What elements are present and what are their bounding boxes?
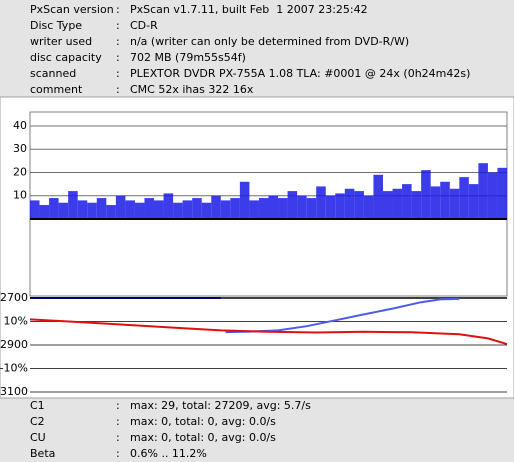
c1-bar: [325, 195, 336, 219]
c1-bar: [278, 198, 288, 219]
c1-bar: [144, 198, 155, 219]
separator: :: [116, 35, 120, 48]
c1-bar: [392, 188, 403, 219]
c1-bar: [115, 195, 126, 219]
series-line: [29, 318, 508, 346]
c1-bar: [306, 198, 317, 219]
c1-bar: [316, 186, 326, 219]
c1-bar: [258, 198, 269, 219]
separator: :: [116, 431, 120, 444]
stat-value: 0.6% .. 11.2%: [130, 447, 207, 460]
c1-bar: [211, 195, 221, 219]
info-label: writer used: [30, 35, 92, 48]
c1-bar: [354, 191, 364, 219]
c1-bar: [87, 202, 97, 219]
c1-bar: [411, 191, 422, 219]
info-value: PxScan v1.7.11, built Feb 1 2007 23:25:4…: [130, 3, 368, 16]
c1-bar: [163, 193, 174, 219]
c1-bar: [39, 205, 50, 219]
c1-bar: [134, 202, 145, 219]
c1-bar: [173, 202, 183, 219]
info-value: n/a (writer can only be determined from …: [130, 35, 409, 48]
info-value: PLEXTOR DVDR PX-755A 1.08 TLA: #0001 @ 2…: [130, 67, 470, 80]
y-tick-label: 3100: [0, 385, 28, 398]
c1-bar: [297, 195, 307, 219]
c1-bar: [382, 191, 393, 219]
c1-bar: [182, 200, 193, 219]
c1-bar: [487, 172, 498, 219]
c1-bar: [440, 181, 450, 219]
y-tick-label: 40: [13, 119, 27, 132]
c1-bar: [77, 200, 88, 219]
c1-bar: [220, 200, 231, 219]
c1-bar: [421, 170, 431, 219]
y-tick-label: -10%: [0, 362, 28, 375]
c1-bar: [49, 198, 59, 219]
info-value: CMC 52x ihas 322 16x: [130, 83, 254, 96]
info-value: CD-R: [130, 19, 158, 32]
info-label: Disc Type: [30, 19, 82, 32]
c1-bar: [58, 202, 69, 219]
info-value: 702 MB (79m55s54f): [130, 51, 246, 64]
info-label: PxScan version: [30, 3, 114, 16]
separator: :: [116, 3, 120, 16]
separator: :: [116, 399, 120, 412]
c1-bar: [106, 205, 116, 219]
info-label: comment: [30, 83, 83, 96]
separator: :: [116, 19, 120, 32]
c1-bar: [125, 200, 135, 219]
c1-bar: [201, 202, 212, 219]
y-tick-label: 2900: [0, 338, 28, 351]
separator: :: [116, 51, 120, 64]
y-tick-label: 20: [13, 165, 27, 178]
stat-value: max: 0, total: 0, avg: 0.0/s: [130, 415, 276, 428]
stat-label: Beta: [30, 447, 55, 460]
chart-panel: [0, 96, 514, 399]
c1-bar: [459, 177, 469, 219]
y-tick-label: 30: [13, 142, 27, 155]
c1-bar: [402, 184, 412, 219]
c1-bar: [344, 188, 355, 219]
c1-bar: [249, 200, 259, 219]
stat-label: C1: [30, 399, 45, 412]
stat-label: CU: [30, 431, 46, 444]
c1-bar: [268, 195, 279, 219]
c1-bar: [68, 191, 78, 219]
c1-bar: [335, 193, 345, 219]
c1-bar: [154, 200, 164, 219]
stat-value: max: 0, total: 0, avg: 0.0/s: [130, 431, 276, 444]
info-label: disc capacity: [30, 51, 102, 64]
separator: :: [116, 67, 120, 80]
c1-bar: [192, 198, 202, 219]
c1-bar: [449, 188, 460, 219]
c1-bar: [478, 163, 488, 219]
y-tick-label: 2700: [0, 291, 28, 304]
c1-bar: [287, 191, 298, 219]
c1-bar: [430, 186, 441, 219]
c1-bar: [497, 167, 507, 219]
info-label: scanned: [30, 67, 76, 80]
y-tick-label: 10%: [4, 315, 28, 328]
stat-value: max: 29, total: 27209, avg: 5.7/s: [130, 399, 311, 412]
c1-bar: [96, 198, 107, 219]
separator: :: [116, 447, 120, 460]
c1-bar: [363, 195, 374, 219]
y-tick-label: 10: [13, 189, 27, 202]
separator: :: [116, 83, 120, 96]
c1-bar: [468, 184, 479, 219]
c1-bar: [230, 198, 240, 219]
c1-bar: [373, 174, 383, 219]
separator: :: [116, 415, 120, 428]
c1-bar: [30, 200, 40, 219]
stat-label: C2: [30, 415, 45, 428]
c1-bar: [239, 181, 250, 219]
